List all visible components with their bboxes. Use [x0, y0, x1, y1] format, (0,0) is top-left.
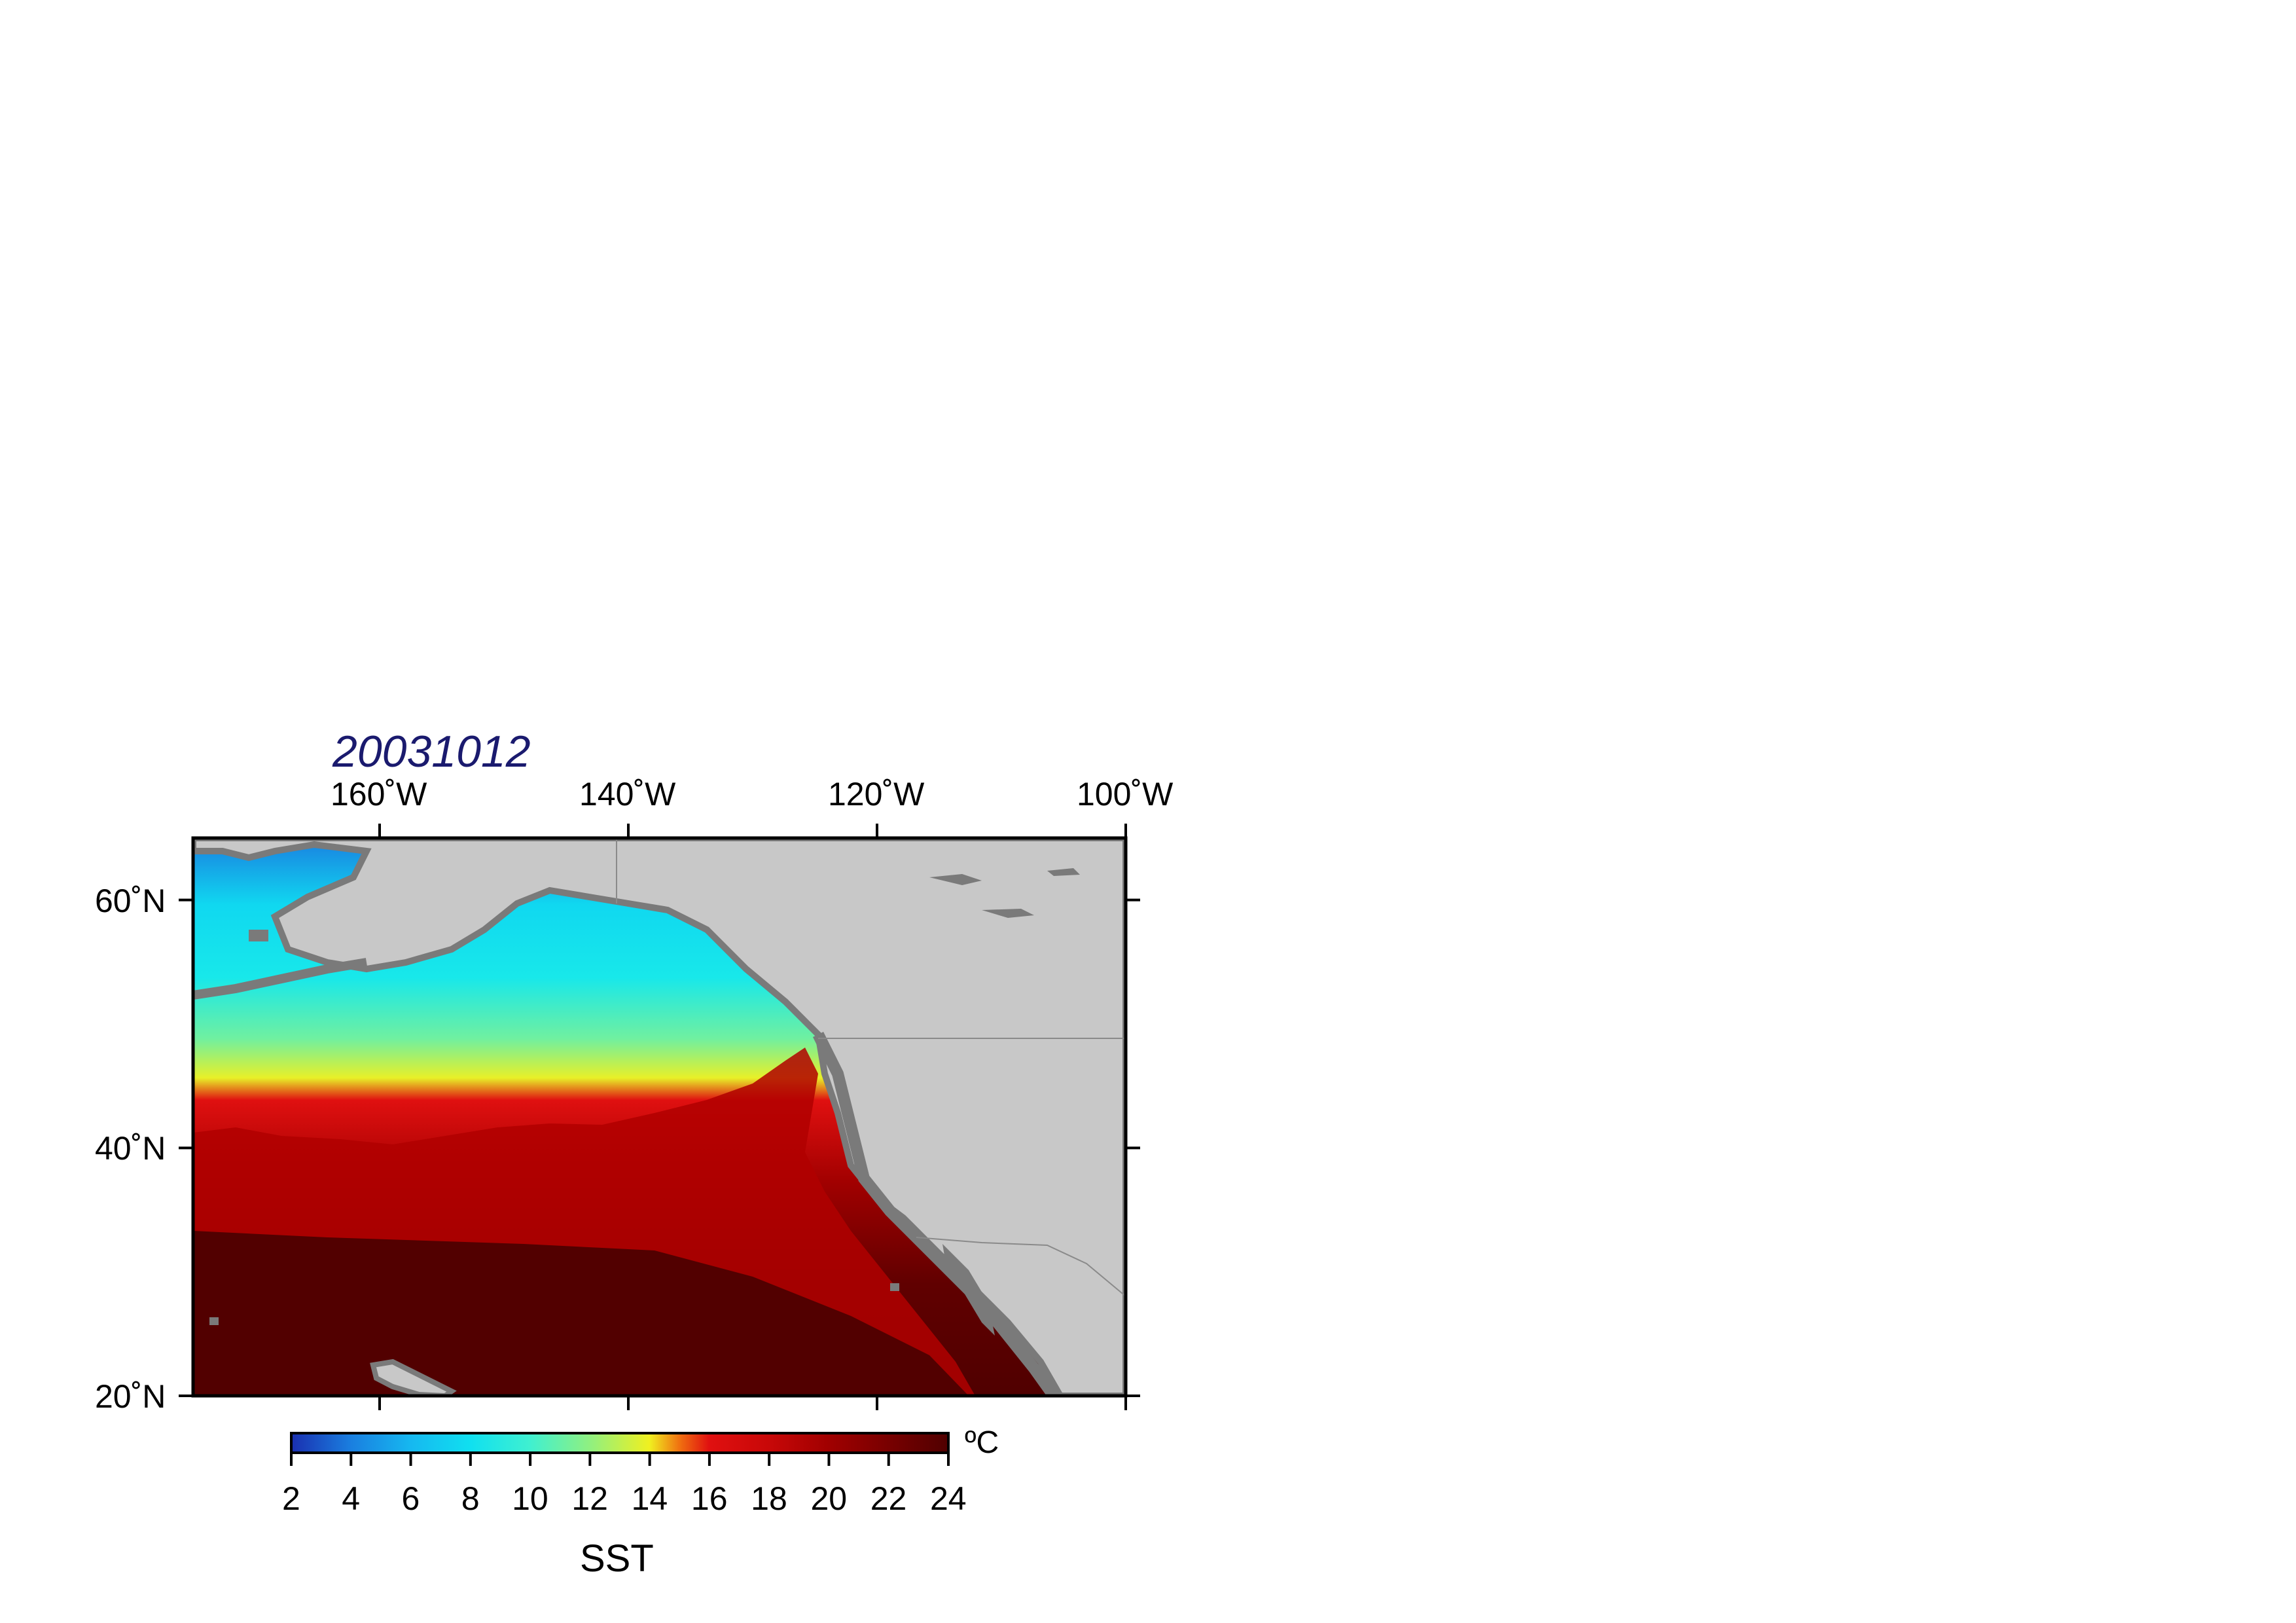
colorbar-unit: ºC: [965, 1425, 999, 1460]
land-speck: [249, 930, 268, 941]
colorbar-tick-label: 6: [401, 1480, 420, 1517]
colorbar-tick-label: 4: [342, 1480, 361, 1517]
colorbar-tick-label: 24: [930, 1480, 967, 1517]
colorbar-label: SST: [580, 1537, 654, 1580]
aleutian-shelf: [193, 958, 368, 1000]
colorbar-tick-label: 20: [810, 1480, 848, 1517]
lat-tick-label: 40˚N: [95, 1130, 166, 1167]
deep-warm-water: [193, 1231, 969, 1396]
colorbar-tick-label: 22: [870, 1480, 907, 1517]
axis-ticks: [179, 824, 1140, 1410]
colorbar-tick-label: 2: [282, 1480, 300, 1517]
gulf-of-california: [942, 1244, 995, 1336]
colorbar-tick-label: 18: [751, 1480, 787, 1517]
land-speck: [209, 1317, 219, 1325]
colorbar: [290, 1432, 950, 1454]
land-hawaii: [370, 1359, 457, 1396]
lon-tick-label: 120˚W: [828, 776, 925, 812]
colorbar-tick-label: 12: [571, 1480, 608, 1517]
colorbar-tick-label: 8: [461, 1480, 480, 1517]
colorbar-tick-label: 16: [691, 1480, 728, 1517]
colorbar-ticks: [290, 1453, 950, 1466]
lon-tick-label: 140˚W: [579, 776, 676, 812]
lat-tick-label: 20˚N: [95, 1378, 166, 1415]
border-us-mexico: [916, 1237, 1126, 1297]
lat-tick-label: 60˚N: [95, 882, 166, 919]
land-speck: [890, 1283, 899, 1291]
inland-lakes: [929, 868, 1080, 918]
lon-tick-label: 100˚W: [1077, 776, 1174, 812]
colorbar-tick-label: 14: [631, 1480, 668, 1517]
lon-tick-label: 160˚W: [331, 776, 427, 812]
map-frame: [191, 836, 1128, 1398]
map-field: [193, 838, 1126, 1396]
map-title: 20031012: [332, 727, 531, 776]
colorbar-tick-label: 10: [512, 1480, 548, 1517]
